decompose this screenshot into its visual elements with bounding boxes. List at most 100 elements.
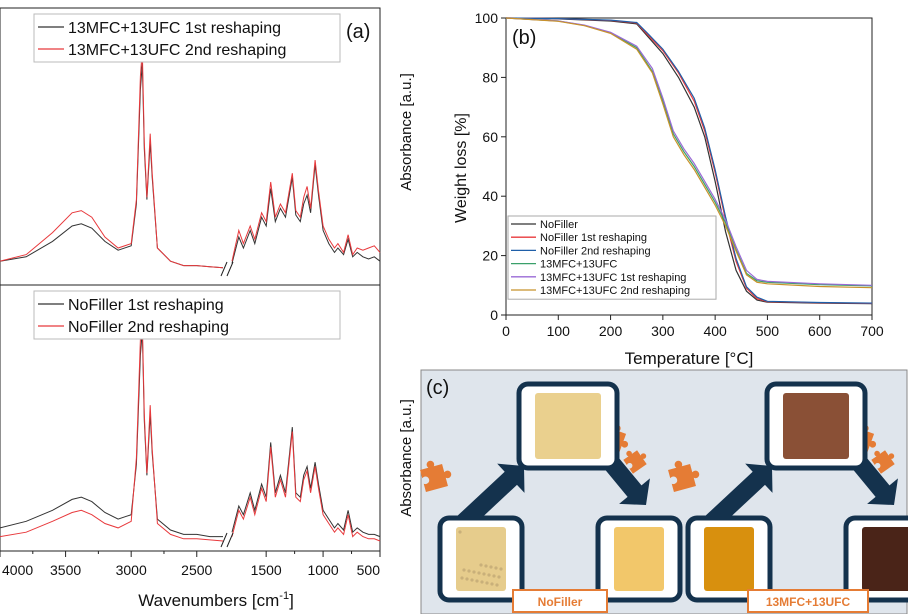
panel-c-y-axis-title: Absorbance [a.u.] <box>398 399 415 517</box>
axis-break-mark <box>220 532 228 548</box>
panel-c: (c) Absorbance [a.u.] NoFiller 13MFC+13U… <box>398 369 908 614</box>
panel-a-bottom-plot <box>0 321 381 548</box>
panel-a-x-axis: 4000 3500 3000 2500 1500 1000 500 <box>0 551 381 578</box>
axis-break-mark <box>220 261 228 277</box>
x-tick-label: 2500 <box>181 562 212 578</box>
sample-specimen <box>535 393 601 459</box>
legend-label: NoFiller 2nd reshaping <box>68 319 229 336</box>
legend-label: 13MFC+13UFC 1st reshaping <box>540 272 686 284</box>
axis-break-mark <box>226 532 234 548</box>
specimen-speck <box>485 581 489 585</box>
specimen-speck <box>480 580 484 584</box>
panel-b-y-axis-title: Weight loss [%] <box>453 113 470 223</box>
cycle-label: NoFiller <box>538 595 583 609</box>
x-tick-label: 1000 <box>307 562 338 578</box>
specimen-speck <box>472 570 476 574</box>
panel-b-frame <box>505 17 873 316</box>
x-tick-label: 100 <box>547 323 571 339</box>
x-tick-label: 0 <box>502 323 510 339</box>
panel-b-axes: 0 100 200 300 400 500 600 700 0 20 40 60 80 100 <box>475 10 884 339</box>
mfc-ufc-cycle-diagram: 13MFC+13UFC <box>668 381 908 613</box>
specimen-speck <box>475 579 479 583</box>
panel-b: 0 100 200 300 400 500 600 700 0 20 40 60 80 100 NoFil… <box>453 10 884 368</box>
legend-label: NoFiller 2nd reshaping <box>540 245 651 257</box>
panel-a-top-legend: 13MFC+13UFC 1st reshaping 13MFC+13UFC 2nd… <box>33 13 341 63</box>
sample-frame-left <box>437 515 525 603</box>
y-tick-label: 60 <box>482 129 498 145</box>
x-tick-label: 500 <box>357 562 381 578</box>
specimen-speck <box>495 583 499 587</box>
puzzle-piece-icon <box>871 450 895 474</box>
panel-a-label: (a) <box>346 21 370 43</box>
puzzle-piece-shape <box>623 450 647 474</box>
cycle-label: 13MFC+13UFC <box>766 595 851 609</box>
specimen-speck <box>479 563 483 567</box>
puzzle-piece-shape <box>668 460 700 492</box>
cycle-label-box <box>747 589 869 613</box>
y-tick-label: 80 <box>482 69 498 85</box>
axis-break-mark <box>226 261 234 277</box>
panel-a-bottom-frame <box>0 284 381 552</box>
panel-a-y-axis-title: Absorbance [a.u.] <box>398 73 415 191</box>
x-axis-title-end: ] <box>289 591 294 610</box>
sample-specimen <box>862 527 908 591</box>
series-line-nofiller <box>505 17 873 305</box>
panel-b-label: (b) <box>512 27 536 49</box>
specimen-speck <box>477 571 481 575</box>
x-tick-label: 3500 <box>50 562 81 578</box>
legend-label: NoFiller 1st reshaping <box>540 232 647 244</box>
x-tick-label: 700 <box>860 323 884 339</box>
x-axis-title-main: Wavenumbers [cm <box>138 591 279 610</box>
series-line-nofiller-2nd-reshaping-high <box>0 321 224 542</box>
specimen-speck <box>465 577 469 581</box>
legend-label: 13MFC+13UFC 1st reshaping <box>68 20 281 37</box>
series-line-13mfc-13ufc-1st-reshaping <box>505 17 873 286</box>
series-line-nofiller-2nd-reshaping-low <box>231 431 381 542</box>
specimen-speck <box>458 530 462 534</box>
specimen-speck <box>492 574 496 578</box>
x-tick-label: 600 <box>808 323 832 339</box>
y-tick-label: 0 <box>490 307 498 323</box>
panel-b-plot <box>505 17 873 305</box>
panel-a-top-plot <box>0 49 381 277</box>
legend-label: NoFiller 1st reshaping <box>68 297 224 314</box>
panel-a-bottom-legend: NoFiller 1st reshaping NoFiller 2nd resha… <box>33 290 341 340</box>
x-axis-title-superscript: -1 <box>279 590 289 602</box>
puzzle-piece-icon <box>623 450 647 474</box>
x-tick-label: 3000 <box>116 562 147 578</box>
x-tick-label: 400 <box>703 323 727 339</box>
sample-frame-left <box>685 515 773 603</box>
series-line-13mfc-13ufc-2nd-reshaping-high <box>0 49 224 269</box>
x-tick-label: 1500 <box>251 562 282 578</box>
series-line-13mfc-13ufc-1st-reshaping-low <box>231 164 381 264</box>
panel-b-x-axis-title: Temperature [°C] <box>625 349 754 368</box>
puzzle-piece-shape <box>420 460 452 492</box>
sample-specimen <box>783 393 849 459</box>
cycle-label-box <box>512 589 608 613</box>
nofiller-cycle-diagram: NoFiller <box>420 381 683 613</box>
legend-box <box>33 13 341 63</box>
legend-box <box>507 215 717 300</box>
x-tick-label: 500 <box>756 323 780 339</box>
x-tick-label: 200 <box>599 323 623 339</box>
specimen-speck <box>499 567 503 571</box>
series-line-13mfc-13ufc-2nd-reshaping <box>505 17 873 289</box>
specimen-speck <box>462 568 466 572</box>
specimen-speck <box>494 566 498 570</box>
cycle-arrow-icon <box>705 463 773 529</box>
sample-frame-top <box>516 381 620 471</box>
specimen-speck <box>482 572 486 576</box>
legend-label: 13MFC+13UFC <box>540 259 617 271</box>
series-line-nofiller-1st-reshaping-low <box>231 427 381 538</box>
panel-a-x-axis-title: Wavenumbers [cm-1] <box>138 590 294 610</box>
legend-label: 13MFC+13UFC 2nd reshaping <box>68 42 286 59</box>
sample-specimen <box>614 527 664 591</box>
arrow-shape <box>457 463 525 529</box>
specimen-speck <box>487 573 491 577</box>
specimen-speck <box>467 569 471 573</box>
arrow-shape <box>705 463 773 529</box>
x-tick-label: 300 <box>651 323 675 339</box>
specimen-speck <box>489 565 493 569</box>
